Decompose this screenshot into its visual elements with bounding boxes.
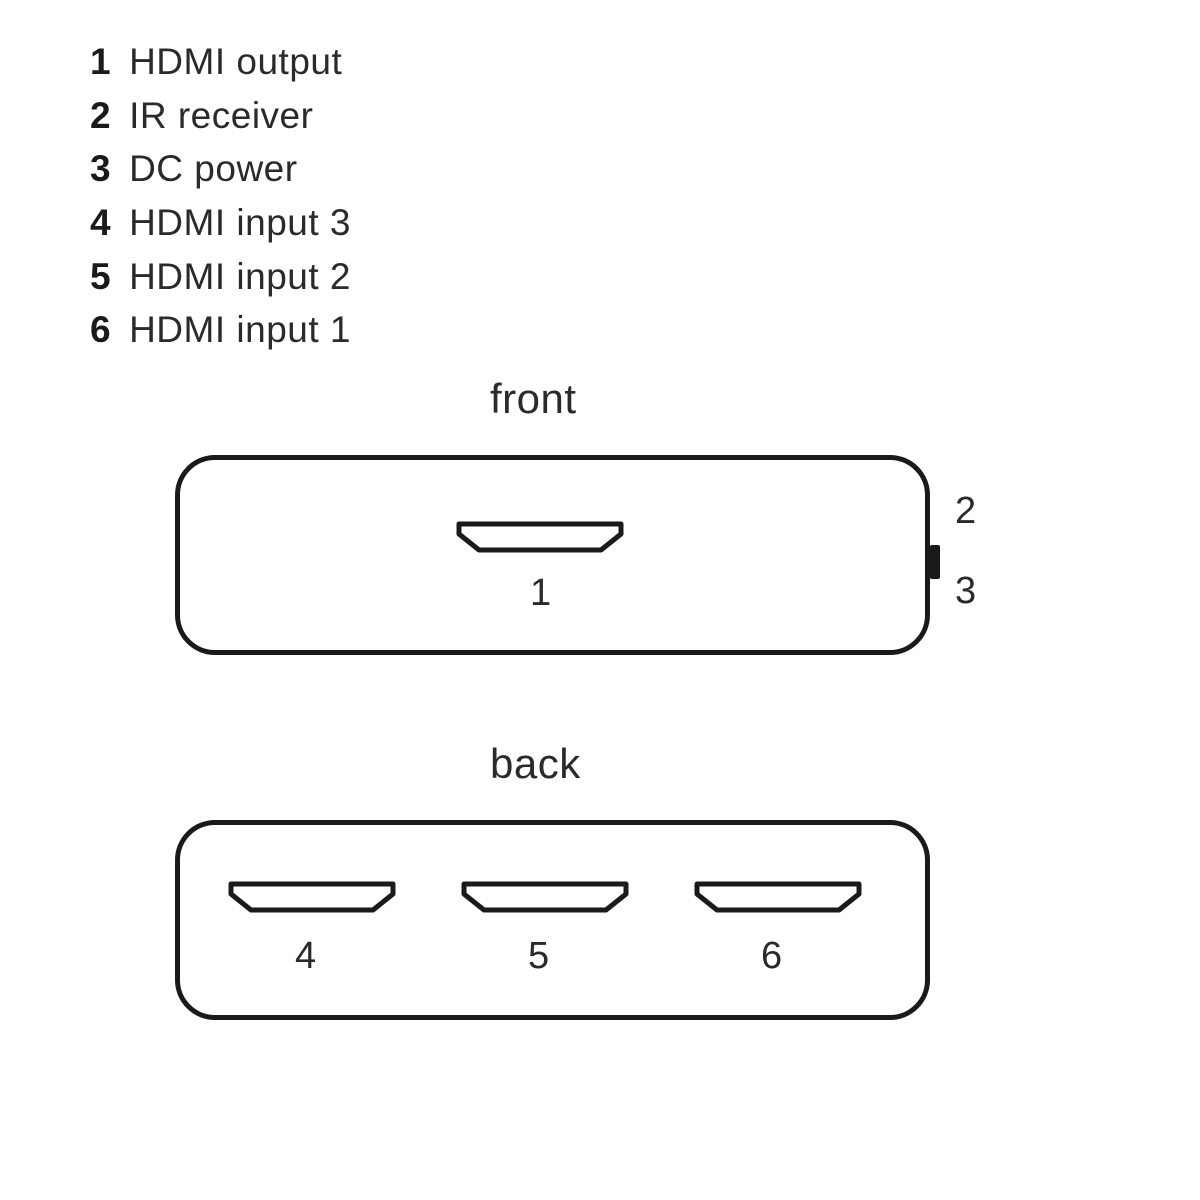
side-callout-3: 3: [955, 570, 976, 613]
legend-label: DC power: [129, 142, 298, 196]
side-tick-icon: [930, 545, 940, 579]
legend-num: 6: [90, 303, 111, 357]
hdmi-port-icon: [455, 520, 625, 554]
legend-num: 2: [90, 89, 111, 143]
legend-label: HDMI input 1: [129, 303, 351, 357]
port-callout-1: 1: [530, 572, 551, 615]
hdmi-port-icon: [693, 880, 863, 914]
legend-row: 1 HDMI output: [90, 35, 351, 89]
legend-row: 4 HDMI input 3: [90, 196, 351, 250]
device-front: [175, 455, 930, 655]
legend-label: HDMI output: [129, 35, 342, 89]
legend-num: 3: [90, 142, 111, 196]
port-callout-6: 6: [761, 935, 782, 978]
device-back: [175, 820, 930, 1020]
legend-row: 6 HDMI input 1: [90, 303, 351, 357]
side-callout-2: 2: [955, 490, 976, 533]
port-callout-4: 4: [295, 935, 316, 978]
legend-num: 5: [90, 250, 111, 304]
legend-row: 3 DC power: [90, 142, 351, 196]
port-callout-5: 5: [528, 935, 549, 978]
legend: 1 HDMI output 2 IR receiver 3 DC power 4…: [90, 35, 351, 357]
legend-num: 1: [90, 35, 111, 89]
legend-row: 2 IR receiver: [90, 89, 351, 143]
front-label: front: [490, 375, 577, 423]
legend-row: 5 HDMI input 2: [90, 250, 351, 304]
legend-num: 4: [90, 196, 111, 250]
legend-label: IR receiver: [129, 89, 313, 143]
hdmi-port-icon: [227, 880, 397, 914]
back-label: back: [490, 740, 581, 788]
legend-label: HDMI input 2: [129, 250, 351, 304]
legend-label: HDMI input 3: [129, 196, 351, 250]
hdmi-port-icon: [460, 880, 630, 914]
